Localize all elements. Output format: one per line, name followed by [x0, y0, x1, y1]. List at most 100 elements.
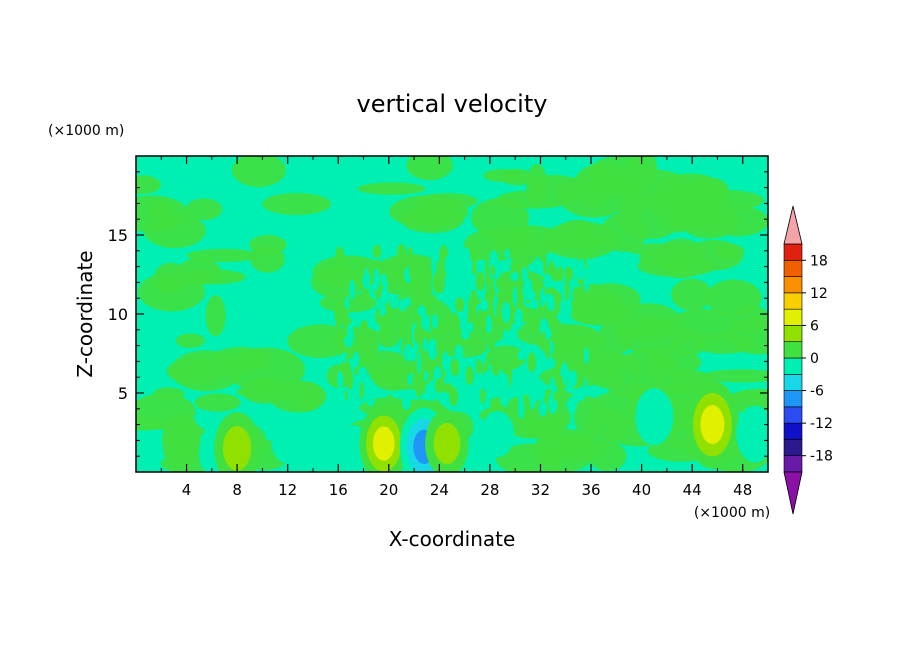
field-patch	[231, 156, 286, 188]
field-streak	[561, 284, 566, 303]
field-patch	[152, 387, 185, 401]
field-streak	[422, 338, 428, 352]
field-streak	[478, 318, 487, 330]
field-streak	[359, 381, 364, 400]
field-streak	[337, 371, 344, 389]
field-patch	[250, 246, 285, 273]
velocity-features-layer	[162, 380, 768, 472]
field-streak	[402, 394, 411, 411]
field-patch	[166, 358, 224, 385]
field-patch	[175, 333, 206, 348]
field-streak	[450, 314, 456, 336]
field-streak	[349, 279, 356, 300]
colorbar-bin	[783, 341, 803, 359]
field-patch	[576, 163, 631, 196]
field-streak	[494, 396, 501, 410]
x-unit-label: (×1000 m)	[694, 505, 770, 521]
field-patch	[287, 324, 354, 358]
field-streak	[470, 289, 478, 305]
field-streak	[537, 379, 546, 402]
field-patch	[136, 195, 189, 233]
colorbar-bin	[783, 455, 803, 473]
field-streak	[563, 299, 572, 319]
field-streak	[413, 325, 424, 344]
field-streak	[467, 321, 474, 333]
field-streak	[567, 396, 577, 414]
colorbar-under-arrow	[783, 471, 803, 515]
field-streak	[362, 271, 371, 288]
field-streak	[372, 244, 382, 259]
y-unit-label: (×1000 m)	[48, 123, 124, 139]
colorbar-label: 12	[810, 286, 828, 302]
field-patch	[626, 243, 694, 256]
field-streak	[379, 303, 387, 317]
field-streak	[576, 258, 586, 281]
field-patch	[483, 169, 522, 183]
field-streak	[544, 293, 555, 305]
field-streak	[377, 363, 386, 376]
velocity-feature	[700, 405, 725, 445]
field-streak	[462, 247, 471, 271]
field-streak	[528, 290, 536, 302]
field-patch	[536, 424, 567, 443]
colorbar-bin	[783, 292, 803, 310]
field-streak	[471, 261, 477, 276]
field-patch	[389, 195, 469, 228]
field-streak	[518, 385, 524, 409]
x-axis-title: X-coordinate	[389, 527, 516, 551]
field-streak	[442, 318, 447, 336]
field-patch	[262, 192, 332, 216]
field-streak	[584, 268, 590, 293]
colorbar-bin	[783, 439, 803, 457]
field-streak	[578, 342, 584, 360]
field-streak	[556, 375, 564, 398]
x-tick-label: 32	[531, 481, 550, 499]
field-streak	[495, 277, 505, 291]
x-tick-label: 12	[278, 481, 297, 499]
field-streak	[539, 318, 549, 338]
plot-area	[136, 156, 768, 472]
field-streak	[511, 350, 518, 370]
field-streak	[454, 249, 461, 266]
field-streak	[436, 340, 443, 353]
field-streak	[399, 320, 406, 341]
field-patch	[732, 305, 768, 334]
field-streak	[370, 332, 379, 356]
x-tick-label: 8	[232, 481, 242, 499]
field-patch	[210, 347, 273, 373]
velocity-feature	[222, 426, 252, 471]
field-streak	[378, 326, 388, 346]
field-streak	[544, 338, 551, 359]
field-streak	[390, 358, 396, 374]
colorbar-bin	[783, 325, 803, 343]
x-tick-label: 40	[632, 481, 651, 499]
field-streak	[417, 305, 426, 317]
field-streak	[410, 295, 420, 307]
field-streak	[500, 372, 509, 395]
field-patch	[406, 156, 454, 181]
field-streak	[553, 362, 560, 386]
field-streak	[407, 246, 413, 261]
field-streak	[512, 286, 518, 308]
field-streak	[447, 253, 457, 265]
y-tick-label: 10	[108, 305, 128, 324]
field-patch	[568, 290, 626, 326]
field-streak	[344, 362, 352, 383]
field-patch	[617, 195, 683, 239]
field-streak	[485, 258, 490, 280]
field-streak	[482, 370, 493, 391]
field-patch	[686, 189, 764, 211]
y-axis: 5 10 15	[108, 171, 768, 457]
colorbar-label: -6	[810, 384, 824, 400]
field-streak	[335, 246, 345, 267]
field-streak	[465, 366, 474, 385]
field-streak	[339, 388, 346, 409]
y-tick-label: 15	[108, 226, 128, 245]
field-streak	[504, 248, 510, 259]
x-tick-label: 4	[182, 481, 192, 499]
field-streak	[426, 298, 433, 313]
field-streak	[564, 266, 574, 282]
field-streak	[517, 375, 523, 389]
velocity-feature	[736, 405, 768, 463]
colorbar-bin	[783, 259, 803, 277]
